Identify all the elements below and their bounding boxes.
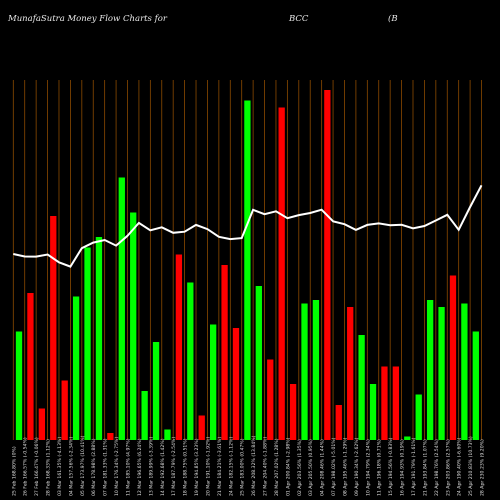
flow-bar-down <box>38 408 45 440</box>
x-tick-label: 08 Apr 195.46% (-1.29%) <box>342 437 348 496</box>
flow-bar-up <box>426 300 434 440</box>
flow-bar-down <box>50 216 57 440</box>
flow-bar-up <box>210 324 217 440</box>
x-tick-label: 14 Mar 192.68% (1.42%) <box>160 438 166 496</box>
flow-bar-down <box>381 366 388 440</box>
x-tick-label: 06 Mar 178.98% (2.88%) <box>91 438 97 496</box>
x-tick-label: 02 Apr 203.56% (1.35%) <box>297 439 303 496</box>
flow-bar-up <box>118 177 125 440</box>
flow-bar-up <box>72 296 80 440</box>
x-tick-label: 10 Apr 194.79% (2.34%) <box>365 439 371 496</box>
x-tick-label: 11 Mar 185.10% (4.97%) <box>126 438 132 496</box>
x-tick-label: 03 Apr 205.50% (0.95%) <box>308 439 314 496</box>
flow-bar-down <box>198 415 205 440</box>
x-tick-label: 25 Apr 210.83% (10.73%) <box>468 436 474 496</box>
x-tick-label: 20 Mar 191.10% (-1.92%) <box>205 437 211 496</box>
x-tick-label: 21 Mar 184.21% (-3.61%) <box>217 437 223 496</box>
chart-title-extra: (B <box>388 14 398 24</box>
x-tick-label: 28 Feb 168.33% (1.12%) <box>46 439 52 496</box>
flow-bar-up <box>358 335 365 440</box>
flow-bar-down <box>61 380 68 440</box>
flow-bar-up <box>438 307 445 440</box>
flow-bar-up <box>312 300 320 440</box>
x-tick-label: 21 Apr 193.84% (1.07%) <box>422 439 428 496</box>
x-tick-label: 26 Mar 208.32% (13.84%) <box>251 435 257 496</box>
x-tick-label: 03 Mar 161.35% (-4.13%) <box>57 437 63 496</box>
flow-bar-up <box>369 384 377 440</box>
flow-bar-up <box>244 100 251 440</box>
x-tick-label: 22 Apr 198.76% (2.54%) <box>434 439 440 496</box>
flow-bar-down <box>335 405 342 440</box>
flow-bar-down <box>347 307 354 440</box>
flow-bar-up <box>461 303 468 440</box>
flow-bar-down <box>278 107 285 440</box>
x-tick-label: 01 Apr 200.84% (-2.98%) <box>285 437 291 496</box>
x-tick-label: 19 Mar 194.85% (3.23%) <box>194 438 200 496</box>
flow-bar-up <box>130 212 137 440</box>
flow-bar-down <box>27 293 34 440</box>
flow-bar-up <box>15 331 23 440</box>
flow-bar-down <box>392 366 400 440</box>
flow-bar-up <box>255 286 262 440</box>
x-tick-label: 12 Mar 196.65% (6.24%) <box>137 438 143 496</box>
price-line <box>13 184 483 268</box>
x-tick-label: 07 Mar 181.33% (1.31%) <box>103 438 109 496</box>
flow-bar-down <box>107 433 114 440</box>
x-tick-label: 04 Apr 208.46% (1.44%) <box>320 439 326 496</box>
flow-bar-up <box>164 429 171 440</box>
flow-bar-up <box>95 237 103 440</box>
flow-bar-up <box>404 436 411 440</box>
flow-bar-up <box>472 331 479 440</box>
x-tick-label: 17 Apr 191.79% (-1.61%) <box>411 437 417 496</box>
x-tick-label: 27 Mar 204.40% (-1.88%) <box>263 437 269 496</box>
flow-bar-down <box>221 265 228 440</box>
x-tick-label: 24 Apr 190.40% (-6.60%) <box>457 437 463 496</box>
flow-bar-up <box>84 247 91 440</box>
flow-bar-up <box>141 391 148 440</box>
x-tick-label: 05 Mar 173.97% (10.41%) <box>80 435 86 496</box>
x-tick-label: 28 Apr 230.23% (9.20%) <box>480 439 486 496</box>
flow-bar-down <box>267 359 274 440</box>
flow-bar-down <box>232 328 240 440</box>
x-tick-label: 23 Apr 203.86% (2.57%) <box>445 439 451 496</box>
chart-title-symbol: BCC <box>289 14 309 24</box>
chart-title-brand: MunafaSutra Money Flow Charts for <box>8 14 167 24</box>
x-tick-label: 24 Mar 182.15% (-1.12%) <box>228 437 234 496</box>
x-tick-label: 25 Mar 183.00% (0.47%) <box>240 438 246 496</box>
x-tick-label: 17 Mar 187.79% (-2.54%) <box>171 437 177 496</box>
flow-bar-up <box>187 282 194 440</box>
x-tick-label: 26 Feb 166.57% (-0.54%) <box>23 437 29 496</box>
flow-bar-down <box>449 275 457 440</box>
flow-bar-down <box>175 254 183 440</box>
x-tick-label: 11 Apr 196.18% (0.71%) <box>377 439 383 496</box>
flow-bar-down <box>289 384 297 440</box>
flow-bar-down <box>324 90 331 440</box>
flow-bar-up <box>415 394 422 440</box>
x-tick-label: 10 Mar 176.34% (-2.75%) <box>114 437 120 496</box>
x-tick-label: 07 Apr 198.02% (-5.01%) <box>331 437 337 496</box>
x-tick-label: 13 Mar 189.99% (-3.39%) <box>148 437 154 496</box>
x-tick-label: 28 Mar 207.02% (1.28%) <box>274 438 280 496</box>
x-tick-label: 25 Feb 168.80% (0%) <box>11 446 17 496</box>
x-tick-label: 16 Apr 194.93% (0.19%) <box>400 439 406 496</box>
x-tick-label: 04 Mar 157.56% (-2.34%) <box>68 437 74 496</box>
flow-bar-up <box>152 342 160 440</box>
flow-bar-up <box>301 303 308 440</box>
x-tick-label: 18 Mar 188.75% (0.51%) <box>183 438 189 496</box>
x-tick-label: 09 Apr 190.34% (-2.62%) <box>354 437 360 496</box>
x-tick-label: 27 Feb 166.47% (-0.06%) <box>34 437 40 496</box>
x-tick-label: 15 Apr 194.56% (-0.83%) <box>388 437 394 496</box>
